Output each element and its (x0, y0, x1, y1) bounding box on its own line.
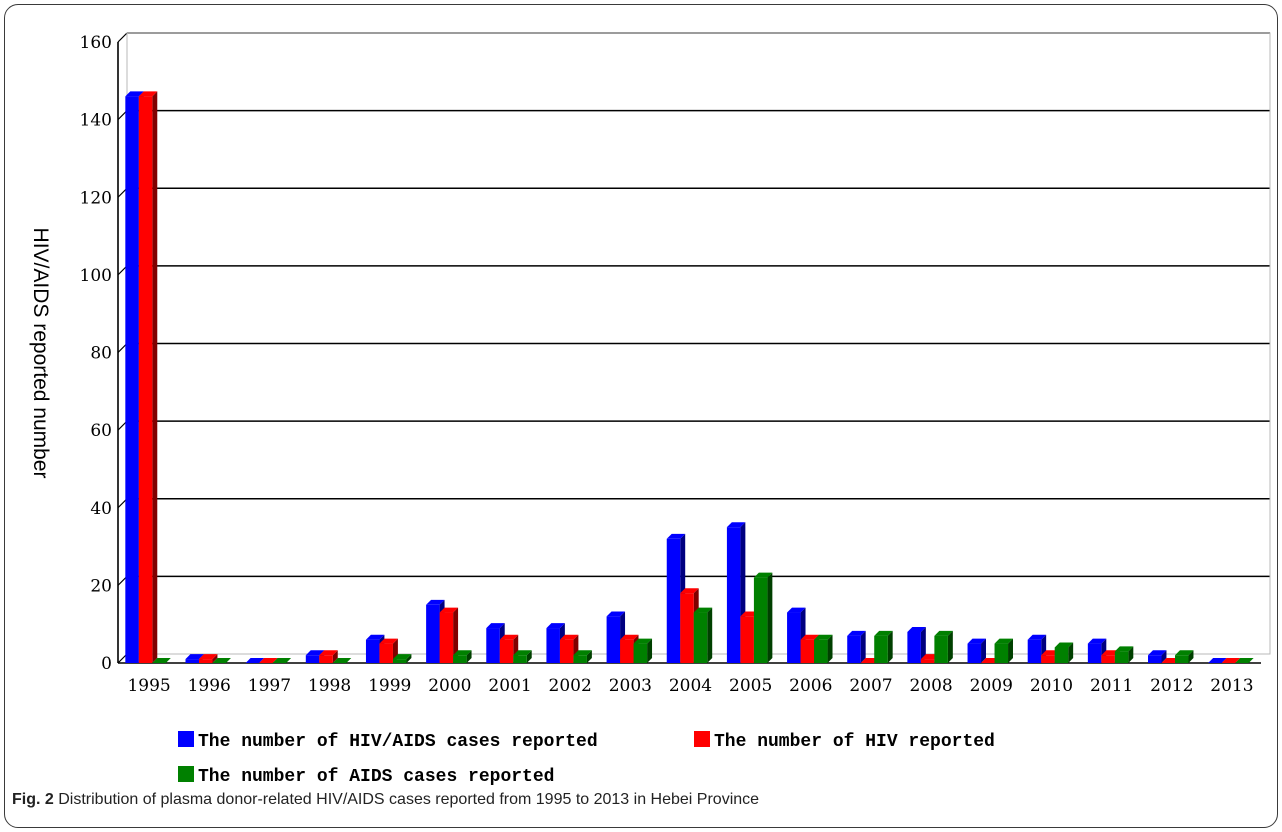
x-tick-label: 1999 (368, 676, 411, 696)
y-tick-label: 0 (101, 654, 112, 674)
bar-2010-series-3 (1054, 642, 1074, 663)
x-tick-label: 2003 (609, 676, 652, 696)
bar-2011-series-3 (1114, 646, 1134, 663)
x-tick-label: 2011 (1090, 676, 1133, 696)
x-tick-label: 2013 (1210, 676, 1253, 696)
y-tick-label: 80 (90, 344, 112, 364)
legend-item-3: The number of AIDS cases reported (178, 766, 554, 787)
legend-label: The number of HIV reported (714, 732, 995, 752)
x-tick-label: 2012 (1150, 676, 1193, 696)
bar-2005-series-3 (753, 572, 773, 663)
bar-2013-series-1 (1208, 658, 1227, 664)
bar-2012-series-1 (1148, 650, 1167, 663)
bar-2013-series-2 (1221, 658, 1241, 664)
legend-label: The number of AIDS cases reported (198, 767, 554, 787)
x-tick-label: 2004 (669, 676, 712, 696)
gridline-depth (117, 32, 128, 43)
y-tick-label: 140 (80, 111, 112, 131)
bar-2009-series-1 (967, 638, 986, 663)
bar-1996-series-2 (198, 654, 218, 663)
x-tick-label: 1995 (127, 676, 170, 696)
bar-2000-series-2 (439, 607, 459, 663)
legend-item-1: The number of HIV/AIDS cases reported (178, 731, 598, 752)
legend-label: The number of HIV/AIDS cases reported (198, 732, 598, 752)
y-tick-labels: 0 20 40 60 80 100 120 140 160 (80, 33, 112, 674)
bar-2008-series-3 (934, 630, 953, 663)
bar-1997-series-3 (272, 658, 292, 664)
figure-frame (4, 4, 1278, 828)
y-tick-label: 120 (80, 188, 112, 208)
x-tick-labels: 1995 1996 1997 1998 1999 2000 2001 2002 2003 2004… (127, 676, 1253, 696)
x-tick-label: 2009 (970, 676, 1013, 696)
bar-2002-series-3 (573, 650, 592, 663)
x-tick-label: 2008 (909, 676, 952, 696)
bar-2012-series-3 (1175, 650, 1194, 663)
bar-2004-series-3 (693, 607, 713, 663)
y-axis-label: HIV/AIDS reported number (29, 228, 52, 479)
x-tick-label: 2001 (488, 676, 531, 696)
y-tick-label: 20 (90, 576, 112, 596)
x-tick-label: 2010 (1030, 676, 1073, 696)
legend-swatch (694, 731, 710, 747)
bar-chart: 1995 1996 1997 1998 1999 2000 2001 2002 2003 2004… (29, 32, 1271, 787)
x-tick-label: 1997 (248, 676, 291, 696)
bars-layer (125, 91, 1254, 664)
x-tick-label: 2006 (789, 676, 832, 696)
bar-1999-series-3 (392, 654, 412, 663)
bar-2006-series-3 (814, 634, 833, 663)
bar-2001-series-3 (513, 650, 532, 663)
bar-1997-series-1 (245, 658, 265, 664)
bar-2003-series-3 (633, 638, 653, 663)
bar-1998-series-3 (332, 658, 352, 664)
x-tick-label: 2007 (849, 676, 892, 696)
y-tick-label: 40 (90, 499, 112, 519)
bar-1998-series-2 (319, 650, 338, 663)
bar-2009-series-3 (994, 638, 1013, 663)
caption-label: Fig. 2 (12, 791, 54, 808)
bar-1999-series-2 (379, 638, 398, 663)
bar-1995-series-2 (138, 91, 158, 663)
bar-2004-series-1 (666, 533, 686, 663)
bar-2007-series-1 (847, 630, 866, 663)
grid-layer (117, 32, 1270, 664)
bar-1996-series-3 (212, 658, 231, 664)
bar-2002-series-2 (559, 634, 579, 663)
bar-2007-series-3 (874, 630, 893, 663)
x-tick-label: 2000 (428, 676, 471, 696)
x-tick-label: 2005 (729, 676, 772, 696)
legend-item-2: The number of HIV reported (694, 731, 995, 752)
y-tick-label: 100 (80, 266, 112, 286)
legend: The number of HIV/AIDS cases reported The… (178, 731, 995, 787)
figure-caption: Fig. 2 Distribution of plasma donor-rela… (12, 791, 759, 809)
x-tick-label: 1998 (308, 676, 351, 696)
bar-2013-series-3 (1235, 658, 1254, 664)
bar-1995-series-3 (152, 658, 171, 664)
legend-swatch (178, 766, 194, 782)
bar-1997-series-2 (259, 658, 278, 664)
bar-2000-series-3 (453, 650, 472, 663)
x-tick-label: 1996 (188, 676, 231, 696)
x-tick-label: 2002 (549, 676, 592, 696)
y-tick-label: 60 (90, 421, 112, 441)
caption-text: Distribution of plasma donor-related HIV… (58, 791, 760, 808)
axis-layer (117, 32, 1271, 664)
legend-swatch (178, 731, 194, 747)
bar-2008-series-1 (907, 627, 926, 663)
y-tick-label: 160 (80, 33, 112, 53)
